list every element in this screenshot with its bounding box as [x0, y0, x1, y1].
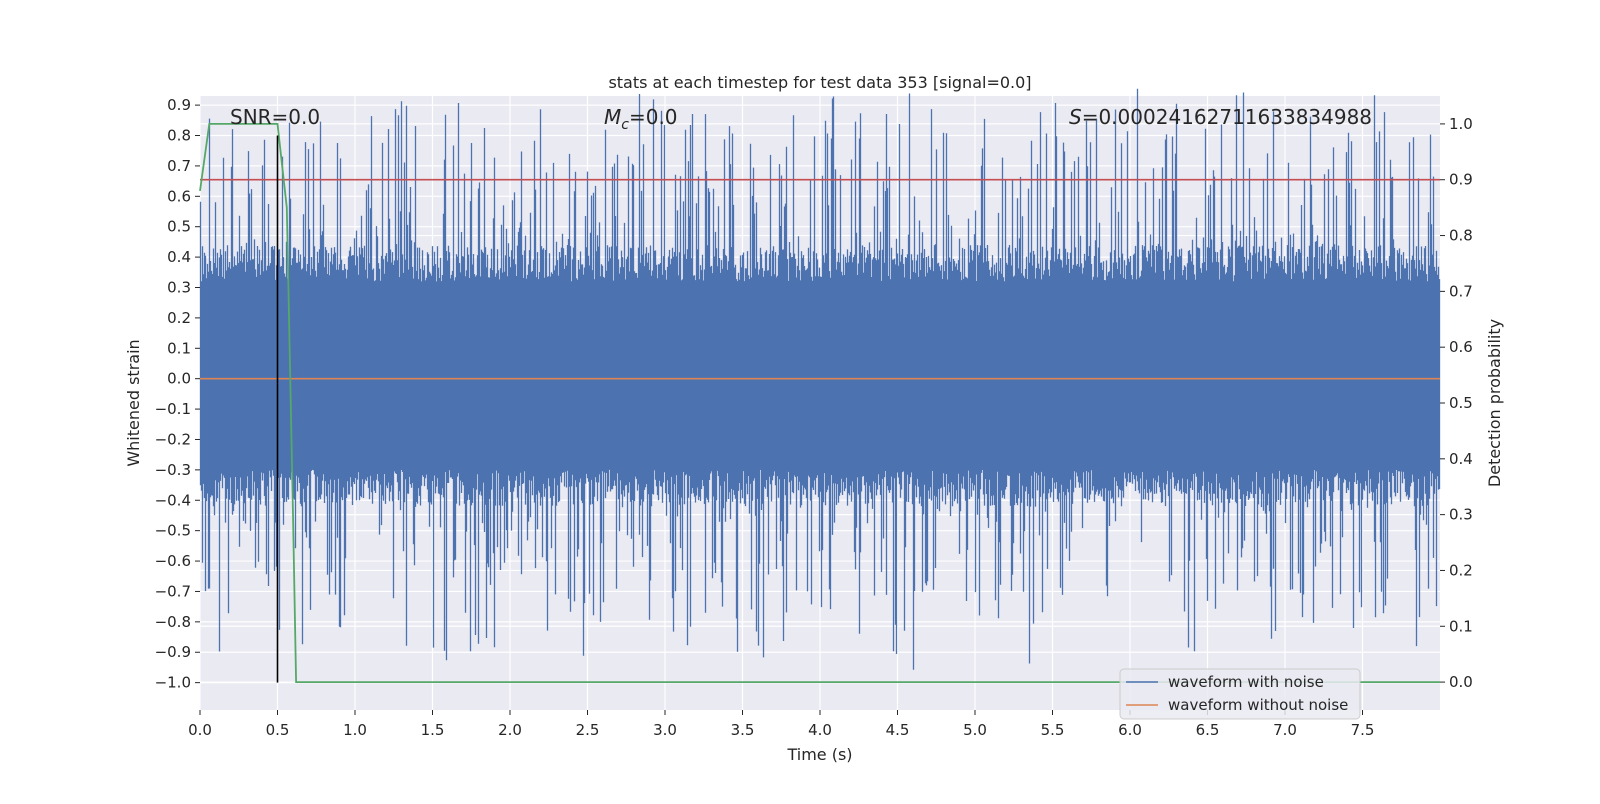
x-tick-label: 4.5: [886, 721, 910, 739]
y-tick-label: −0.9: [155, 643, 191, 661]
y-tick-label: 0.5: [167, 218, 191, 236]
y-tick-label: 0.3: [167, 278, 191, 296]
y-tick-label: −0.3: [155, 461, 191, 479]
chirp-mass-annotation: Mc=0.0: [604, 105, 678, 133]
y-tick-label: −0.1: [155, 400, 191, 418]
y2-tick-label: 0.0: [1449, 673, 1473, 691]
legend-label-clean: waveform without noise: [1168, 696, 1348, 714]
y2-tick-label: 0.2: [1449, 561, 1473, 579]
y-tick-label: 0.0: [167, 370, 191, 388]
y-tick-label: −0.8: [155, 613, 191, 631]
y2-tick-label: 1.0: [1449, 115, 1473, 133]
y-tick-label: 0.4: [167, 248, 191, 266]
y-tick-label: −0.4: [155, 491, 191, 509]
y-tick-label: −0.7: [155, 582, 191, 600]
legend: waveform with noise waveform without noi…: [1119, 668, 1361, 720]
y2-tick-label: 0.3: [1449, 506, 1473, 524]
tick-labels: 0.0 0.5 1.0 1.5 2.0 2.5 3.0 3.5 4.0 4.5 5.0 5.5 6.0 6…: [155, 96, 1473, 739]
x-axis-label: Time (s): [786, 745, 852, 764]
y-tick-label: −0.2: [155, 430, 191, 448]
chirp-mass-value: =0.0: [629, 105, 678, 129]
x-tick-label: 4.0: [808, 721, 832, 739]
y2-tick-label: 0.4: [1449, 450, 1473, 468]
x-tick-label: 3.0: [653, 721, 677, 739]
x-tick-label: 2.5: [576, 721, 600, 739]
x-tick-label: 7.0: [1273, 721, 1297, 739]
y2-tick-label: 0.7: [1449, 282, 1473, 300]
x-tick-label: 2.0: [498, 721, 522, 739]
series-detection-probability: [199, 123, 1440, 683]
y-axis-label: Whitened strain: [124, 339, 143, 466]
y-tick-label: 0.6: [167, 187, 191, 205]
series-lines: [199, 123, 1440, 683]
chart-title: stats at each timestep for test data 353…: [608, 73, 1031, 92]
x-tick-label: 0.0: [188, 721, 212, 739]
y2-tick-label: 0.6: [1449, 338, 1473, 356]
y2-axis-label: Detection probability: [1485, 319, 1504, 487]
y2-tick-label: 0.9: [1449, 171, 1473, 189]
y2-tick-label: 0.8: [1449, 227, 1473, 245]
x-tick-label: 6.5: [1196, 721, 1220, 739]
x-tick-label: 6.0: [1118, 721, 1142, 739]
chirp-mass-symbol: M: [604, 105, 621, 129]
x-tick-label: 1.5: [421, 721, 445, 739]
s-annotation: S=0.00024162711633834988: [1069, 105, 1372, 129]
x-tick-label: 5.0: [963, 721, 987, 739]
y-tick-label: −1.0: [155, 674, 191, 692]
noise-trace: [199, 88, 1441, 670]
y-tick-label: 0.1: [167, 339, 191, 357]
legend-label-noise: waveform with noise: [1168, 673, 1324, 691]
y-tick-label: 0.2: [167, 309, 191, 327]
x-tick-label: 3.5: [731, 721, 755, 739]
x-tick-label: 5.5: [1041, 721, 1065, 739]
legend-box: [1119, 668, 1361, 720]
y-tick-label: 0.7: [167, 157, 191, 175]
y-tick-label: −0.6: [155, 552, 191, 570]
chirp-mass-subscript: c: [621, 117, 629, 133]
s-value: =0.00024162711633834988: [1082, 105, 1372, 129]
snr-annotation: SNR=0.0: [230, 105, 320, 129]
y-tick-label: 0.9: [167, 96, 191, 114]
s-symbol: S: [1069, 105, 1082, 129]
x-tick-label: 7.5: [1351, 721, 1375, 739]
y2-tick-label: 0.5: [1449, 394, 1473, 412]
x-tick-label: 1.0: [343, 721, 367, 739]
x-tick-label: 0.5: [266, 721, 290, 739]
y-tick-label: −0.5: [155, 522, 191, 540]
y2-tick-label: 0.1: [1449, 617, 1473, 635]
series-waveform-with-noise: [199, 88, 1441, 670]
y-tick-label: 0.8: [167, 127, 191, 145]
